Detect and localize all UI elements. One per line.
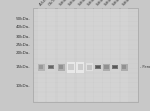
Bar — [47, 8, 55, 102]
Bar — [76, 61, 84, 73]
Bar — [112, 65, 118, 69]
Text: 25kDa-: 25kDa- — [15, 43, 30, 47]
Text: 10kDa-: 10kDa- — [15, 84, 30, 88]
Bar — [121, 64, 127, 70]
Bar — [33, 8, 138, 102]
Bar — [33, 96, 138, 97]
Bar — [67, 61, 75, 73]
Bar — [111, 8, 119, 102]
Text: 40kDa-: 40kDa- — [15, 25, 30, 29]
Bar — [87, 65, 92, 70]
Bar — [38, 8, 45, 102]
Text: 15kDa-: 15kDa- — [15, 65, 30, 69]
Bar — [68, 64, 74, 70]
Text: SiHa-Zelle: SiHa-Zelle — [87, 0, 104, 7]
Text: SiHa-Zelle: SiHa-Zelle — [58, 0, 75, 7]
Bar — [58, 8, 65, 102]
Text: SiHa: SiHa — [122, 0, 131, 7]
Bar — [58, 64, 64, 70]
Bar — [33, 49, 138, 50]
Text: A-549: A-549 — [39, 0, 49, 7]
Bar — [33, 72, 138, 74]
Bar — [33, 63, 138, 64]
Bar — [33, 82, 138, 83]
Text: SiHa: SiHa — [95, 0, 104, 7]
Bar — [33, 91, 138, 93]
Text: SiHa: SiHa — [104, 0, 113, 7]
Bar — [33, 54, 138, 55]
Bar — [96, 66, 100, 68]
Bar — [121, 8, 128, 102]
Bar — [33, 25, 138, 27]
Text: SiHa: SiHa — [112, 0, 121, 7]
Text: 50kDa-: 50kDa- — [15, 17, 30, 21]
Bar — [33, 30, 138, 31]
Text: 20kDa-: 20kDa- — [15, 51, 30, 55]
Bar — [67, 8, 74, 102]
Bar — [77, 8, 84, 102]
Bar — [103, 64, 110, 70]
Bar — [33, 21, 138, 22]
Bar — [122, 65, 126, 69]
Bar — [86, 8, 93, 102]
Bar — [33, 87, 138, 88]
Text: SiHa-Zelle: SiHa-Zelle — [68, 0, 85, 7]
Bar — [104, 65, 109, 69]
Bar — [33, 68, 138, 69]
Bar — [59, 65, 63, 69]
Bar — [33, 58, 138, 60]
Bar — [113, 66, 117, 68]
Bar — [33, 39, 138, 41]
Bar — [49, 66, 53, 68]
Bar — [33, 16, 138, 17]
Bar — [33, 35, 138, 36]
Text: SiHa-Zelle: SiHa-Zelle — [77, 0, 94, 7]
Text: C6/3T480: C6/3T480 — [48, 0, 64, 7]
Bar — [94, 8, 102, 102]
Bar — [33, 101, 138, 102]
Bar — [39, 65, 44, 69]
Bar — [103, 8, 110, 102]
Bar — [78, 64, 83, 70]
Bar — [95, 65, 101, 69]
Bar — [33, 11, 138, 13]
Text: - Peroxiredoxin 5 (PRDX5): - Peroxiredoxin 5 (PRDX5) — [140, 65, 150, 69]
Text: 30kDa-: 30kDa- — [15, 35, 30, 39]
Bar — [38, 64, 45, 70]
Bar — [33, 44, 138, 46]
Bar — [48, 65, 54, 69]
Bar — [33, 77, 138, 79]
Bar — [86, 63, 93, 71]
